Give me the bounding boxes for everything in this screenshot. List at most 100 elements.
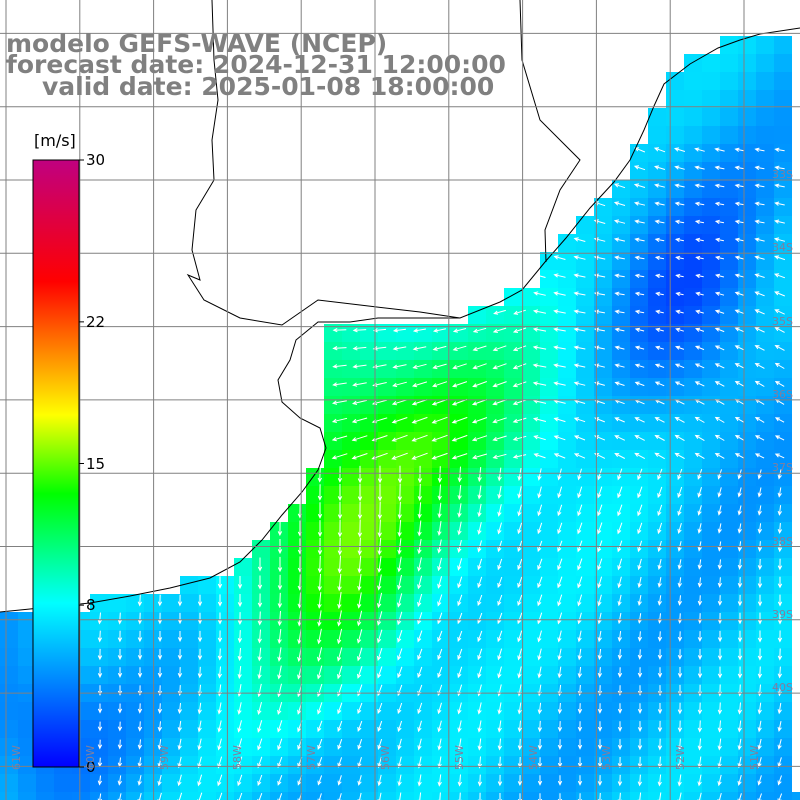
wind-arrow [777,721,782,733]
wind-arrow [537,775,543,786]
wind-speed-cell [360,720,378,738]
wind-speed-cell [648,594,666,612]
wind-arrow [437,648,443,661]
wind-speed-cell [738,774,756,792]
wind-arrow [512,454,527,459]
wind-arrow [517,738,523,751]
wind-speed-cell [522,558,540,576]
wind-arrow [337,628,343,645]
wind-arrow [597,522,603,535]
wind-arrow [217,756,223,769]
wind-arrow [377,501,383,520]
wind-speed-cell [0,756,18,774]
wind-speed-cell [504,522,522,540]
wind-speed-cell [540,450,558,468]
wind-speed-cell [486,360,504,378]
wind-speed-cell [720,306,738,324]
colorbar-tick-label: 22 [86,312,106,331]
wind-arrow [717,666,723,679]
wind-speed-cell [558,432,576,450]
wind-arrow [577,594,583,607]
wind-arrow [117,649,123,661]
wind-arrow [493,309,506,315]
wind-arrow [557,721,563,733]
wind-speed-cell [684,630,702,648]
wind-arrow [377,647,383,661]
wind-arrow [573,363,586,368]
wind-speed-cell [234,594,252,612]
wind-arrow [777,739,782,750]
wind-speed-cell [684,486,702,504]
wind-speed-cell [270,648,288,666]
wind-speed-cell [234,756,252,774]
wind-speed-cell [774,396,792,414]
wind-arrow [717,774,722,787]
wind-speed-cell [702,108,720,126]
wind-speed-cell [504,648,522,666]
wind-arrow [432,345,447,351]
wind-arrow [757,612,763,625]
wind-arrow [654,452,665,460]
wind-arrow [437,484,442,501]
wind-speed-cell [684,504,702,522]
wind-speed-cell [774,216,792,234]
wind-speed-cell [144,630,162,648]
wind-arrow [774,435,785,441]
wind-arrow [657,468,663,481]
wind-arrow [377,483,383,502]
wind-arrow [337,793,342,800]
wind-speed-cell [738,432,756,450]
wind-arrow [352,346,367,351]
wind-speed-cell [702,666,720,684]
wind-speed-cell [540,648,558,666]
wind-arrow [517,504,522,517]
wind-speed-cell [468,306,486,324]
wind-speed-cell [360,342,378,360]
wind-arrow [137,703,143,714]
wind-speed-cell [756,36,774,54]
wind-arrow [654,434,665,441]
wind-arrow [417,593,423,608]
wind-arrow [437,792,442,800]
wind-speed-cell [360,558,378,576]
wind-arrow [734,417,745,423]
wind-speed-cell [162,630,180,648]
wind-arrow [332,327,347,333]
wind-speed-cell [450,324,468,342]
wind-arrow [717,577,723,588]
wind-arrow [777,505,783,516]
wind-speed-cell [702,792,720,800]
wind-arrow [412,346,427,351]
wind-speed-cell [288,594,306,612]
wind-speed-cell [504,504,522,522]
wind-speed-cell [738,216,756,234]
wind-speed-cell [702,432,720,450]
wind-speed-cell [702,198,720,216]
wind-speed-cell [756,270,774,288]
wind-speed-cell [720,126,738,144]
wind-speed-cell [144,720,162,738]
wind-arrow [377,666,383,679]
wind-speed-cell [144,702,162,720]
wind-speed-cell [666,126,684,144]
wind-speed-cell [540,378,558,396]
wind-speed-cell [738,360,756,378]
wind-speed-cell [468,540,486,558]
wind-speed-cell [558,450,576,468]
wind-speed-cell [378,360,396,378]
wind-arrow [397,501,402,520]
wind-arrow [391,452,408,460]
wind-speed-cell [396,324,414,342]
wind-speed-cell [486,612,504,630]
wind-speed-cell [702,162,720,180]
wind-arrow [774,309,785,315]
wind-speed-cell [684,198,702,216]
wind-arrow [411,452,428,460]
latitude-label: 36S [772,387,793,401]
wind-arrow [157,667,163,678]
wind-speed-cell [468,432,486,450]
wind-speed-cell [684,54,702,72]
wind-arrow [734,381,745,387]
wind-arrow [177,649,183,661]
wind-arrow [577,648,582,661]
